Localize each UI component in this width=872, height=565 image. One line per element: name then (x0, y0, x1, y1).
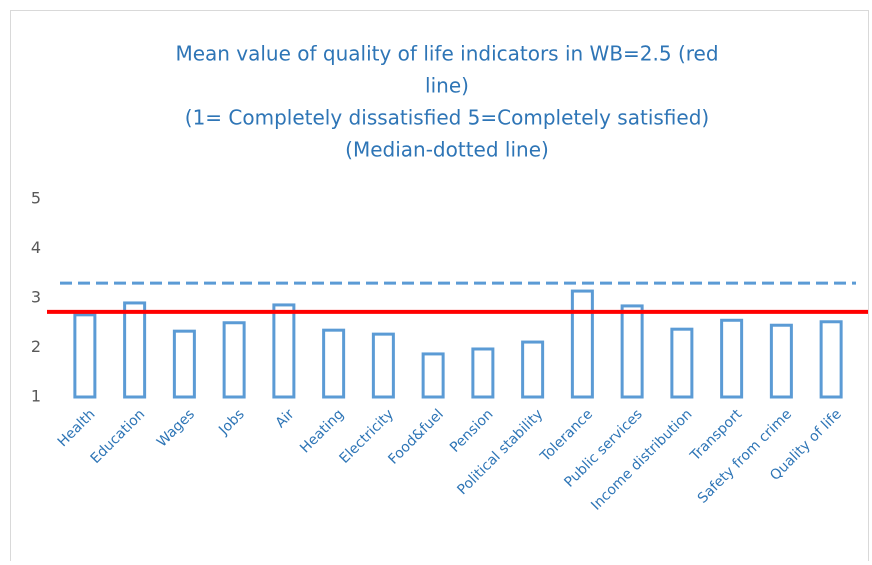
bar (620, 304, 644, 399)
bar (371, 332, 395, 399)
bar (570, 289, 594, 399)
y-tick-label: 5 (31, 189, 41, 208)
title-line: Mean value of quality of life indicators… (175, 42, 718, 66)
bar (421, 352, 445, 399)
bar (73, 313, 97, 399)
bar (172, 329, 196, 399)
bar (670, 327, 694, 399)
y-tick-label: 4 (31, 238, 41, 257)
bar (819, 320, 843, 399)
bar (222, 321, 246, 399)
chart-title: Mean value of quality of life indicators… (175, 42, 718, 162)
title-line: (1= Completely dissatisfied 5=Completely… (185, 106, 709, 130)
bar (272, 303, 296, 399)
title-line: line) (425, 74, 469, 98)
y-tick-label: 3 (31, 288, 41, 307)
y-tick-label: 2 (31, 337, 41, 356)
bar (521, 340, 545, 399)
bar (720, 318, 744, 399)
title-line: (Median-dotted line) (345, 138, 549, 162)
bar (123, 301, 147, 399)
bar (322, 328, 346, 399)
chart-frame (10, 10, 869, 565)
bar (769, 323, 793, 399)
y-tick-label: 1 (31, 387, 41, 406)
bar (471, 347, 495, 399)
